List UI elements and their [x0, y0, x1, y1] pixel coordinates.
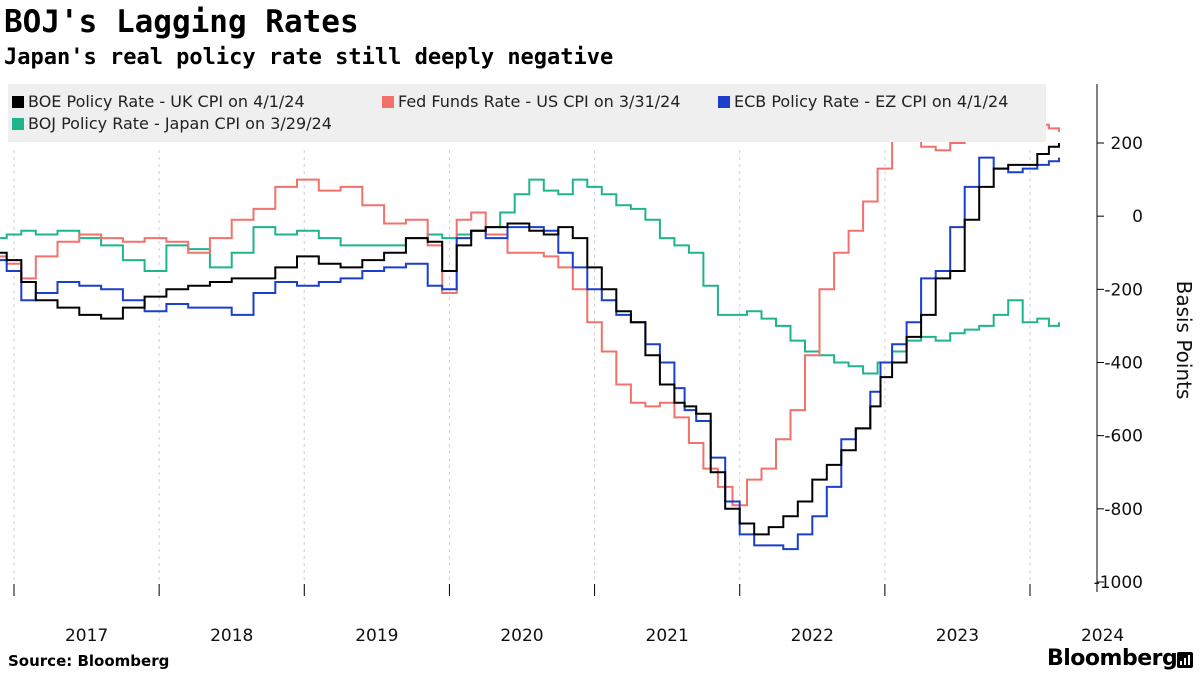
- x-axis: 2017 2018 2019 2020 2021 2022 2023 2024: [13, 584, 1124, 646]
- legend-label-boe: BOE Policy Rate - UK CPI on 4/1/24: [28, 92, 305, 111]
- legend-swatch-boj: [12, 117, 24, 130]
- chart-subtitle: Japan's real policy rate still deeply ne…: [4, 45, 614, 70]
- x-tick-label-2022: 2022: [791, 626, 834, 646]
- chart-title: BOJ's Lagging Rates: [4, 4, 359, 40]
- legend-swatch-fed: [382, 95, 394, 108]
- legend-item-ecb: ECB Policy Rate - EZ CPI on 4/1/24: [718, 92, 1008, 111]
- legend-item-boe: BOE Policy Rate - UK CPI on 4/1/24: [12, 92, 305, 111]
- x-tick-label-2019: 2019: [355, 626, 398, 646]
- y-tick-label--1000: -1000: [1094, 573, 1143, 593]
- y-axis: 200 0 -200 -400 -600 -800 -1000: [1094, 84, 1143, 593]
- y-tick-label--600: -600: [1104, 427, 1143, 447]
- legend-swatch-ecb: [718, 95, 730, 108]
- legend-label-ecb: ECB Policy Rate - EZ CPI on 4/1/24: [734, 92, 1009, 111]
- legend-label-boj: BOJ Policy Rate - Japan CPI on 3/29/24: [28, 114, 332, 133]
- y-tick-label--400: -400: [1104, 354, 1143, 374]
- legend-swatch-boe: [12, 95, 24, 108]
- y-tick-label--200: -200: [1104, 280, 1143, 300]
- y-tick-label-200: 200: [1111, 134, 1143, 154]
- legend-item-fed: Fed Funds Rate - US CPI on 3/31/24: [382, 92, 681, 111]
- x-tick-label-2023: 2023: [936, 626, 979, 646]
- x-tick-label-2024: 2024: [1081, 626, 1124, 646]
- y-tick-label-0: 0: [1132, 207, 1143, 227]
- bloomberg-chart-icon: [1177, 652, 1193, 668]
- bloomberg-logo: Bloomberg: [1047, 646, 1178, 671]
- legend: BOE Policy Rate - UK CPI on 4/1/24 Fed F…: [8, 84, 1046, 142]
- legend-label-fed: Fed Funds Rate - US CPI on 3/31/24: [398, 92, 681, 111]
- y-tick-label--800: -800: [1104, 500, 1143, 520]
- series-line-boe: [0, 143, 1060, 536]
- x-tick-label-2018: 2018: [210, 626, 253, 646]
- x-tick-label-2020: 2020: [500, 626, 543, 646]
- x-tick-label-2021: 2021: [646, 626, 689, 646]
- x-tick-label-2017: 2017: [65, 626, 108, 646]
- legend-item-boj: BOJ Policy Rate - Japan CPI on 3/29/24: [12, 114, 332, 133]
- source-note: Source: Bloomberg: [8, 652, 170, 670]
- y-axis-label: Basis Points: [1172, 280, 1196, 400]
